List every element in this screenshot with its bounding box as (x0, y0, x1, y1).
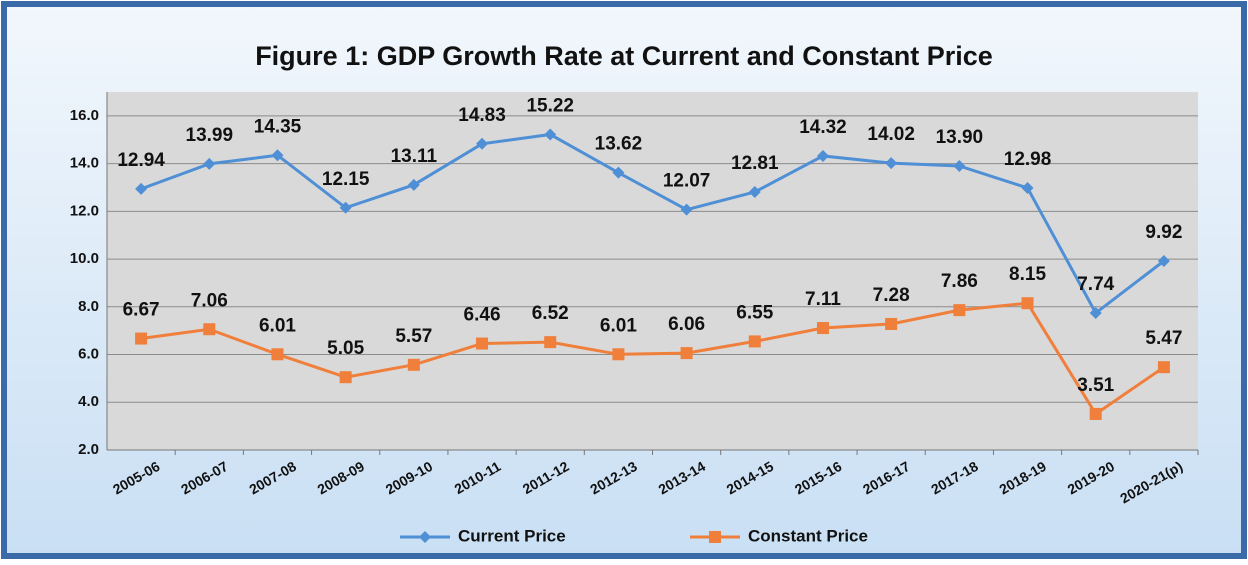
data-label: 6.67 (123, 300, 160, 321)
data-label: 5.57 (395, 326, 432, 347)
marker (612, 166, 625, 179)
y-tick-label: 8.0 (78, 298, 99, 315)
marker (748, 335, 761, 348)
data-label: 12.81 (731, 153, 779, 174)
marker (476, 337, 489, 350)
data-label: 7.28 (873, 285, 910, 306)
y-tick-label: 2.0 (78, 441, 99, 458)
marker (709, 531, 721, 543)
marker (816, 149, 829, 162)
marker (1021, 297, 1034, 310)
data-label: 14.83 (458, 105, 506, 126)
marker (680, 203, 693, 216)
data-label: 8.15 (1009, 264, 1046, 285)
legend-label: Constant Price (748, 526, 868, 545)
data-label: 12.07 (663, 171, 711, 192)
data-label: 14.32 (799, 117, 847, 138)
y-tick-label: 14.0 (70, 155, 99, 172)
data-label: 5.05 (327, 338, 364, 359)
marker (885, 317, 898, 330)
data-label: 12.94 (117, 150, 165, 171)
data-label: 3.51 (1077, 375, 1114, 396)
marker (135, 182, 148, 195)
marker (612, 348, 625, 361)
marker (271, 149, 284, 162)
data-label: 6.46 (464, 305, 501, 326)
marker (407, 178, 420, 191)
marker (203, 323, 216, 336)
y-tick-label: 10.0 (70, 250, 99, 267)
marker (1089, 307, 1102, 320)
marker (419, 531, 431, 543)
marker (748, 186, 761, 199)
marker (953, 304, 966, 317)
data-label: 12.98 (1004, 149, 1052, 170)
data-label: 13.99 (186, 125, 234, 146)
marker (544, 128, 557, 141)
data-label: 7.11 (805, 289, 841, 310)
data-label: 14.02 (867, 124, 915, 145)
data-label: 14.35 (254, 116, 302, 137)
marker (407, 358, 420, 371)
data-label: 13.11 (391, 146, 438, 167)
y-tick-label: 12.0 (70, 202, 99, 219)
marker (339, 371, 352, 384)
marker (339, 201, 352, 214)
data-label: 15.22 (526, 95, 574, 116)
marker (1157, 254, 1170, 267)
data-label: 7.86 (941, 271, 978, 292)
marker (203, 157, 216, 170)
data-label: 7.74 (1077, 274, 1114, 295)
plot-area (107, 92, 1198, 450)
y-tick-label: 16.0 (70, 107, 99, 124)
marker (476, 137, 489, 150)
legend-label: Current Price (458, 526, 566, 545)
marker (544, 336, 557, 349)
data-label: 7.06 (191, 290, 228, 311)
data-label: 12.15 (322, 169, 370, 190)
marker (1021, 181, 1034, 194)
marker (953, 159, 966, 172)
series-line (140, 301, 1165, 417)
y-tick-label: 4.0 (78, 393, 99, 410)
data-label: 13.90 (936, 127, 984, 148)
data-label: 6.52 (532, 303, 569, 324)
data-label: 13.62 (595, 134, 643, 155)
marker (135, 332, 148, 345)
y-tick-label: 6.0 (78, 346, 99, 363)
data-label: 6.01 (600, 315, 637, 336)
marker (680, 347, 693, 360)
data-label: 6.01 (259, 315, 296, 336)
marker (885, 157, 898, 170)
chart-title: Figure 1: GDP Growth Rate at Current and… (255, 41, 993, 71)
data-label: 5.47 (1145, 328, 1182, 349)
data-label: 6.06 (668, 314, 705, 335)
marker (271, 348, 284, 361)
series-line (140, 132, 1165, 316)
marker (1089, 407, 1102, 420)
data-label: 9.92 (1145, 222, 1182, 243)
data-label: 6.55 (736, 302, 773, 323)
marker (1157, 361, 1170, 374)
marker (816, 322, 829, 335)
